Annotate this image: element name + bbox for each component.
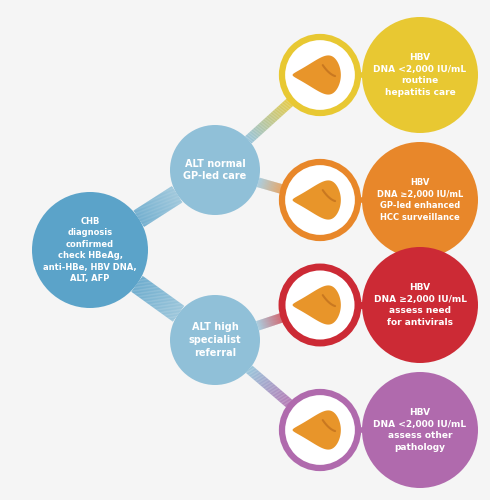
Circle shape [362, 142, 478, 258]
Text: HBV
DNA ≥2,000 IU/mL
assess need
for antivirals: HBV DNA ≥2,000 IU/mL assess need for ant… [373, 284, 466, 327]
Polygon shape [293, 180, 341, 220]
Polygon shape [293, 286, 341, 325]
Text: ALT high
specialist
referral: ALT high specialist referral [189, 322, 241, 358]
Circle shape [362, 17, 478, 133]
Circle shape [282, 37, 358, 113]
Circle shape [282, 267, 358, 343]
Text: HBV
DNA <2,000 IU/mL
assess other
pathology: HBV DNA <2,000 IU/mL assess other pathol… [373, 408, 466, 452]
Circle shape [362, 372, 478, 488]
Circle shape [170, 125, 260, 215]
Circle shape [32, 192, 148, 308]
Polygon shape [293, 410, 341, 450]
Text: ALT normal
GP-led care: ALT normal GP-led care [183, 158, 246, 182]
Text: HBV
DNA <2,000 IU/mL
routine
hepatitis care: HBV DNA <2,000 IU/mL routine hepatitis c… [373, 54, 466, 96]
Polygon shape [293, 56, 341, 94]
Text: HBV
DNA ≥2,000 IU/mL
GP-led enhanced
HCC surveillance: HBV DNA ≥2,000 IU/mL GP-led enhanced HCC… [377, 178, 463, 222]
Circle shape [282, 162, 358, 238]
Circle shape [170, 295, 260, 385]
Circle shape [362, 247, 478, 363]
Text: CHB
diagnosis
confirmed
check HBeAg,
anti-HBe, HBV DNA,
ALT, AFP: CHB diagnosis confirmed check HBeAg, ant… [43, 217, 137, 283]
Circle shape [282, 392, 358, 468]
